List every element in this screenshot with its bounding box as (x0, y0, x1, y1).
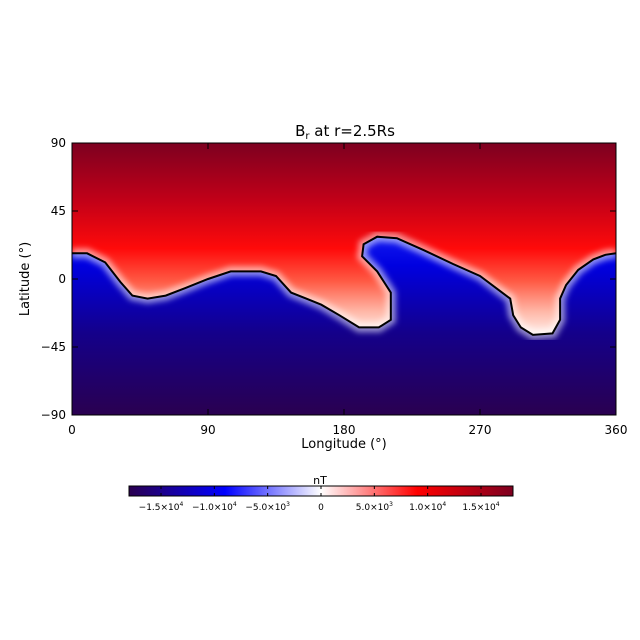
y-tick-label: 0 (58, 272, 66, 286)
y-tick-label: −45 (41, 340, 66, 354)
y-tick-label: 90 (51, 136, 66, 150)
x-tick-label: 180 (333, 423, 356, 437)
neutral-line (72, 235, 616, 336)
colorbar-tick-label: −1.0×104 (192, 501, 237, 513)
y-tick-label: 45 (51, 204, 66, 218)
colorbar-label: nT (313, 474, 327, 487)
y-axis: 90 45 0 −45 −90 (41, 136, 616, 422)
positive-polarity-region (72, 143, 616, 335)
x-tick-label: 360 (605, 423, 628, 437)
colorbar-tick-label: 1.0×104 (409, 501, 446, 513)
colorbar-tick-label: −1.5×104 (139, 501, 184, 513)
x-tick-label: 0 (68, 423, 76, 437)
x-axis: 0 90 180 270 360 (68, 143, 627, 437)
colorbar-tick-label: 1.5×104 (462, 501, 499, 513)
heatmap-plot-area (72, 143, 616, 415)
y-axis-label: Latitude (°) (18, 242, 33, 316)
colorbar: nT −1.5×104 −1.0×104 −5.0×103 0 5.0×103 1.0×1… (128, 474, 514, 513)
chart-title: Br at r=2.5Rs (295, 122, 395, 142)
colorbar-tick-label: 5.0×103 (356, 501, 393, 513)
colorbar-tick-label: −5.0×103 (245, 501, 290, 513)
y-tick-label: −90 (41, 408, 66, 422)
colorbar-ticks: −1.5×104 −1.0×104 −5.0×103 0 5.0×103 1.0×104 1… (139, 486, 500, 513)
chart-title-subscript: r (305, 131, 310, 142)
x-tick-label: 270 (469, 423, 492, 437)
colorbar-tick-label: 0 (318, 503, 324, 513)
x-tick-label: 90 (200, 423, 215, 437)
x-axis-label: Longitude (°) (301, 437, 386, 452)
